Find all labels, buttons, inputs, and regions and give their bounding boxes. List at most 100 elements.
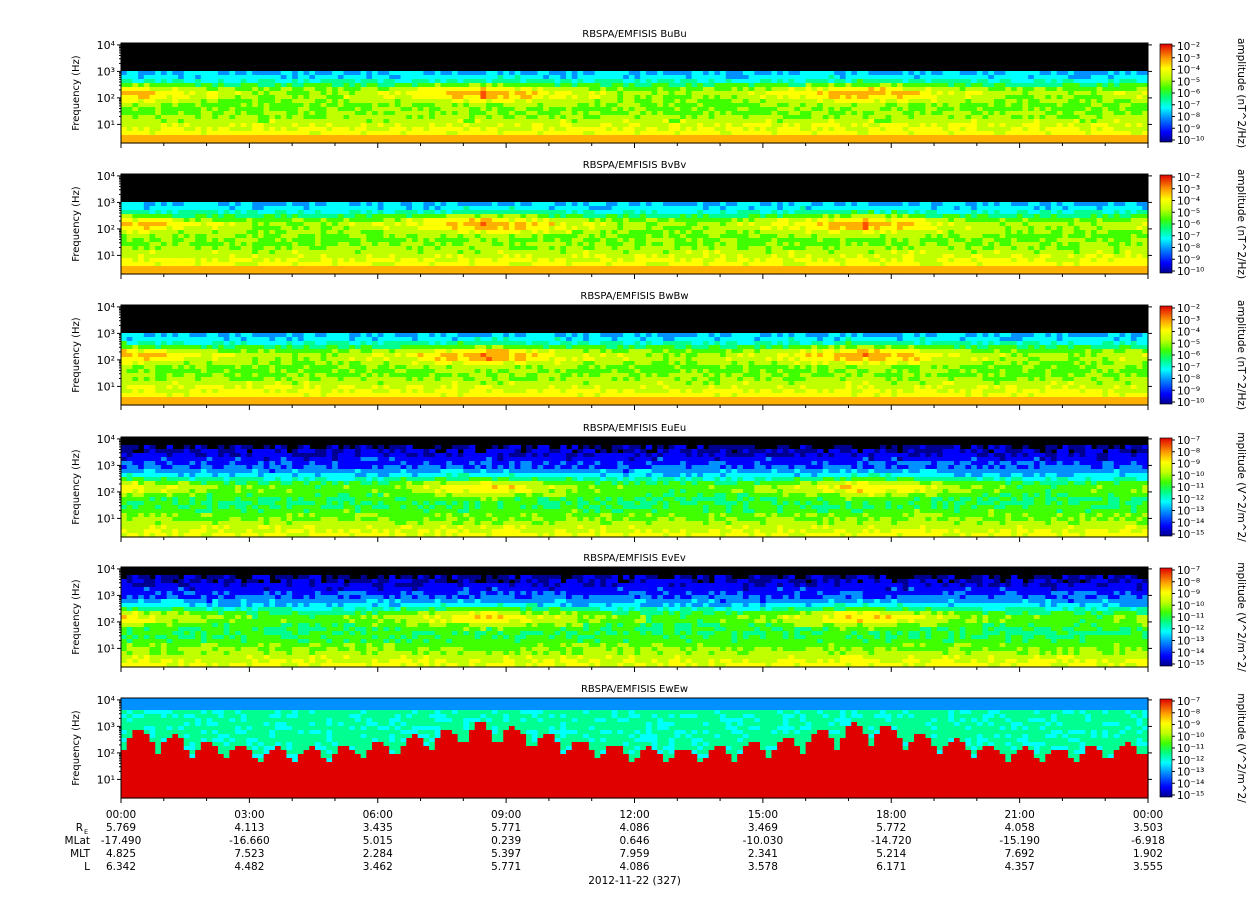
spectrogram-cell xyxy=(520,266,527,271)
spectrogram-cell xyxy=(993,87,1001,92)
spectrogram-cell xyxy=(183,266,191,271)
spectrogram-cell xyxy=(520,119,527,124)
spectrogram-cell xyxy=(240,250,248,255)
spectrogram-cell xyxy=(999,119,1006,124)
spectrogram-cell xyxy=(742,91,750,96)
spectrogram-cell xyxy=(1056,103,1064,108)
spectrogram-cell xyxy=(754,107,761,112)
spectrogram-cell xyxy=(121,250,128,255)
spectrogram-cell xyxy=(491,103,499,108)
spectrogram-cell xyxy=(320,218,327,223)
spectrogram-cell xyxy=(469,206,476,211)
spectrogram-cell xyxy=(360,242,367,247)
spectrogram-cell xyxy=(246,226,253,231)
spectrogram-cell xyxy=(149,107,156,112)
spectrogram-cell xyxy=(959,119,967,124)
spectrogram-cell xyxy=(235,206,242,211)
spectrogram-cell xyxy=(725,79,733,84)
spectrogram-cell xyxy=(508,234,516,239)
spectrogram-cell xyxy=(765,75,773,80)
spectrogram-cell xyxy=(714,83,721,88)
spectrogram-cell xyxy=(503,83,510,88)
spectrogram-cell xyxy=(480,91,487,96)
spectrogram-cell xyxy=(902,83,909,88)
spectrogram-cell xyxy=(657,127,664,132)
spectrogram-cell xyxy=(155,75,162,80)
spectrogram-cell xyxy=(417,270,424,275)
spectrogram-cell xyxy=(651,79,658,84)
spectrogram-cell xyxy=(275,230,282,235)
spectrogram-cell xyxy=(640,238,647,243)
spectrogram-cell xyxy=(132,238,139,243)
spectrogram-cell xyxy=(206,254,213,259)
spectrogram-cell xyxy=(560,127,567,132)
spectrogram-cell xyxy=(554,262,561,267)
spectrogram-cell xyxy=(1039,103,1046,108)
spectrogram-cell xyxy=(235,234,242,239)
spectrogram-cell xyxy=(223,111,231,116)
spectrogram-cell xyxy=(178,270,185,275)
spectrogram-cell xyxy=(845,71,852,76)
spectrogram-cell xyxy=(560,111,567,116)
spectrogram-cell xyxy=(463,83,470,88)
spectrogram-cell xyxy=(1016,139,1024,144)
spectrogram-cell xyxy=(959,71,967,76)
spectrogram-cell xyxy=(469,262,476,267)
spectrogram-cell xyxy=(246,242,253,247)
spectrogram-cell xyxy=(349,262,356,267)
spectrogram-cell xyxy=(309,87,316,92)
spectrogram-cell xyxy=(400,79,407,84)
spectrogram-cell xyxy=(280,234,288,239)
spectrogram-cell xyxy=(400,214,407,219)
spectrogram-cell xyxy=(486,238,493,243)
spectrogram-cell xyxy=(748,95,755,100)
spectrogram-cell xyxy=(172,139,179,144)
spectrogram-cell xyxy=(1028,111,1035,116)
spectrogram-cell xyxy=(314,135,322,140)
spectrogram-cell xyxy=(1096,103,1103,108)
spectrogram-cell xyxy=(292,266,299,271)
spectrogram-cell xyxy=(491,95,499,100)
spectrogram-cell xyxy=(149,214,156,219)
spectrogram-cell xyxy=(143,99,151,104)
spectrogram-cell xyxy=(172,135,179,140)
spectrogram-cell xyxy=(235,95,242,100)
spectrogram-cell xyxy=(617,123,624,128)
spectrogram-cell xyxy=(765,99,773,104)
spectrogram-cell xyxy=(571,254,579,259)
spectrogram-cell xyxy=(469,234,476,239)
spectrogram-cell xyxy=(394,246,402,251)
spectrogram-cell xyxy=(640,242,647,247)
spectrogram-cell xyxy=(257,262,265,267)
spectrogram-cell xyxy=(1125,107,1132,112)
spectrogram-cell xyxy=(463,75,470,80)
spectrogram-cell xyxy=(360,119,367,124)
spectrogram-cell xyxy=(417,139,424,144)
spectrogram-cell xyxy=(326,226,333,231)
spectrogram-cell xyxy=(166,250,173,255)
spectrogram-cell xyxy=(126,135,134,140)
spectrogram-cell xyxy=(337,127,345,132)
spectrogram-cell xyxy=(1068,139,1075,144)
spectrogram-cell xyxy=(394,87,402,92)
spectrogram-cell xyxy=(417,75,424,80)
spectrogram-cell xyxy=(389,254,396,259)
spectrogram-cell xyxy=(640,91,647,96)
spectrogram-cell xyxy=(160,79,168,84)
spectrogram-cell xyxy=(554,83,561,88)
spectrogram-cell xyxy=(354,119,362,124)
spectrogram-cell xyxy=(434,262,442,267)
spectrogram-cell xyxy=(702,91,710,96)
spectrogram-cell xyxy=(491,131,499,136)
spectrogram-cell xyxy=(411,71,419,76)
spectrogram-cell xyxy=(857,79,864,84)
spectrogram-cell xyxy=(212,91,219,96)
spectrogram-cell xyxy=(360,202,367,207)
spectrogram-cell xyxy=(1039,75,1046,80)
spectrogram-cell xyxy=(702,75,710,80)
spectrogram-cell xyxy=(1056,111,1064,116)
spectrogram-cell xyxy=(1068,103,1075,108)
spectrogram-cell xyxy=(611,234,618,239)
spectrogram-cell xyxy=(486,226,493,231)
spectrogram-cell xyxy=(360,222,367,227)
